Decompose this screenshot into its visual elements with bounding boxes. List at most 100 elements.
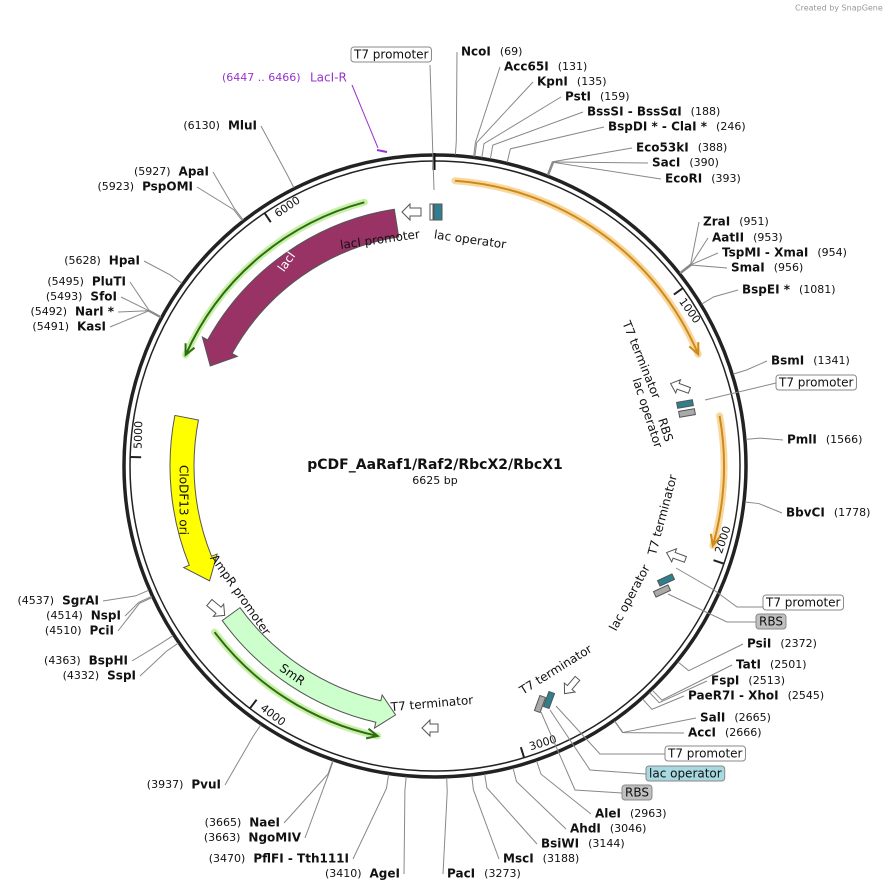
site-line — [120, 296, 162, 318]
enzyme-name: BspEI * — [742, 283, 791, 297]
site-line — [139, 642, 179, 677]
site-line — [212, 171, 244, 221]
site-line — [283, 760, 334, 824]
enzyme-position: (3665) — [205, 816, 242, 829]
box-label: T7 promoter — [353, 48, 429, 62]
terminator-glyph — [563, 675, 581, 695]
site-line — [548, 161, 662, 180]
lacI-arrow — [201, 208, 400, 367]
enzyme-name: PstI — [565, 90, 591, 104]
enzyme-name: TspMI - XmaI — [722, 246, 808, 260]
site-line — [642, 695, 685, 710]
enzyme-position: (388) — [698, 141, 728, 154]
enzyme-name: AleI — [595, 807, 621, 821]
enzyme-name: ZraI — [703, 215, 730, 229]
enzyme-position: (5923) — [97, 180, 134, 193]
terminator-glyph — [421, 718, 439, 738]
enzyme-position: (135) — [577, 75, 607, 88]
enzyme-position: (4537) — [18, 594, 55, 607]
site-line — [489, 111, 584, 160]
feature-glyphs — [206, 84, 696, 738]
site-line — [677, 643, 744, 672]
box-leader — [555, 705, 665, 755]
enzyme-position: (956) — [774, 261, 804, 274]
enzyme-name: PspOMI — [142, 180, 193, 194]
enzyme-position: (1566) — [826, 433, 863, 446]
enzyme-name: PmlI — [787, 433, 817, 447]
primer-arc-head — [365, 727, 380, 740]
enzyme-position: (393) — [711, 172, 741, 185]
box — [755, 613, 787, 630]
primer-leader — [351, 84, 379, 149]
enzyme-position: (131) — [558, 60, 588, 73]
box-label: T7 promoter — [765, 596, 841, 610]
site-line — [506, 126, 605, 163]
enzyme-position: (954) — [817, 246, 847, 259]
enzyme-name: Eco53kI — [636, 141, 689, 155]
enzyme-position: (2372) — [780, 637, 817, 650]
box — [664, 745, 746, 762]
enzyme-position: (5495) — [47, 275, 84, 288]
box-label: T7 promoter — [667, 747, 743, 761]
enzyme-name: KasI — [77, 320, 106, 334]
enzyme-position: (951) — [739, 215, 769, 228]
enzyme-name: HpaI — [109, 254, 140, 268]
rbs-glyph — [678, 408, 696, 418]
ampr-promoter-glyph — [206, 598, 226, 618]
enzyme-name: PvuI — [191, 778, 221, 792]
box — [621, 784, 653, 801]
site-line — [129, 281, 162, 318]
site-line — [442, 777, 448, 875]
enzyme-name: SfoI — [90, 290, 117, 304]
enzyme-position: (6130) — [183, 119, 220, 132]
feature-label: lac operator — [433, 228, 507, 252]
enzyme-position: (1778) — [834, 506, 871, 519]
enzyme-position: (3937) — [147, 778, 184, 791]
enzyme-position: (4363) — [44, 654, 81, 667]
box — [762, 594, 844, 611]
enzyme-name: PacI — [447, 867, 475, 881]
enzyme-position: (3188) — [543, 852, 580, 865]
site-line — [473, 66, 501, 157]
enzyme-name: NgoMIV — [248, 831, 301, 845]
site-line — [536, 760, 592, 815]
enzyme-position: (4510) — [45, 624, 82, 637]
site-line — [733, 360, 768, 375]
terminator-glyph — [669, 378, 692, 395]
site-line — [117, 597, 153, 632]
enzyme-name: ApaI — [179, 165, 209, 179]
enzyme-position: (246) — [716, 120, 746, 133]
site-line — [474, 81, 534, 157]
plasmid-length: 6625 bp — [412, 474, 457, 487]
enzyme-name: MscI — [503, 852, 534, 866]
enzyme-name: Acc65I — [504, 60, 549, 74]
enzyme-position: (5493) — [46, 290, 83, 303]
enzyme-position: (2963) — [630, 807, 667, 820]
enzyme-name: EcoRI — [665, 172, 702, 186]
enzyme-name: PluTI — [92, 275, 126, 289]
box-label: lac operator — [649, 767, 722, 781]
enzyme-name: BspDI * - ClaI * — [608, 120, 708, 134]
box-leader — [675, 567, 763, 608]
site-line — [546, 147, 633, 176]
enzyme-name: NcoI — [461, 45, 491, 59]
enzyme-name: SalI — [700, 711, 725, 725]
orf-arc-head — [709, 533, 722, 549]
enzyme-position: (3470) — [209, 852, 246, 865]
box-leader — [429, 64, 435, 191]
enzyme-position: (159) — [600, 90, 630, 103]
enzyme-name: BbvCI — [786, 506, 825, 520]
orf-arc-halo — [451, 177, 702, 358]
enzyme-position: (5927) — [134, 165, 171, 178]
enzyme-position: (3046) — [610, 822, 647, 835]
enzyme-name: AgeI — [370, 867, 400, 881]
site-line — [352, 774, 390, 860]
terminator-glyph — [665, 547, 688, 564]
orf-arc — [711, 415, 725, 546]
enzyme-position: (3273) — [484, 867, 521, 880]
primer-arc — [184, 201, 365, 356]
enzyme-position: (1341) — [813, 354, 850, 367]
primer-name: LacI-R — [310, 71, 347, 85]
enzyme-position: (3663) — [204, 831, 241, 844]
enzyme-name: SacI — [652, 156, 680, 170]
